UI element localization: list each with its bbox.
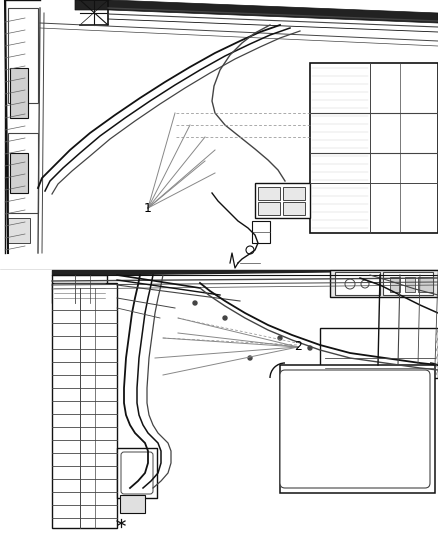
Circle shape <box>308 346 312 350</box>
FancyBboxPatch shape <box>280 370 430 488</box>
Text: 2: 2 <box>294 341 302 353</box>
Bar <box>390 277 400 292</box>
Bar <box>335 272 380 295</box>
Bar <box>10 153 28 193</box>
Bar <box>280 365 435 493</box>
Bar <box>120 495 145 513</box>
FancyBboxPatch shape <box>121 452 153 494</box>
Bar <box>8 133 38 213</box>
Bar <box>283 202 305 215</box>
Circle shape <box>223 316 227 320</box>
Bar <box>330 270 438 297</box>
Bar <box>283 187 305 200</box>
Bar <box>52 275 107 303</box>
Bar <box>8 218 30 243</box>
Bar <box>405 277 415 292</box>
Bar <box>383 272 433 295</box>
Circle shape <box>248 356 252 360</box>
Polygon shape <box>75 0 438 23</box>
Bar <box>258 187 280 200</box>
Text: 1: 1 <box>144 201 152 214</box>
Circle shape <box>278 336 282 340</box>
Circle shape <box>193 301 197 305</box>
Bar <box>310 63 438 233</box>
Bar <box>252 221 270 243</box>
Bar <box>320 328 438 378</box>
Bar <box>258 202 280 215</box>
Bar <box>255 183 310 218</box>
Bar <box>10 68 28 118</box>
Bar <box>117 448 157 498</box>
Bar <box>8 8 38 103</box>
Bar <box>418 277 433 292</box>
Bar <box>52 283 117 528</box>
